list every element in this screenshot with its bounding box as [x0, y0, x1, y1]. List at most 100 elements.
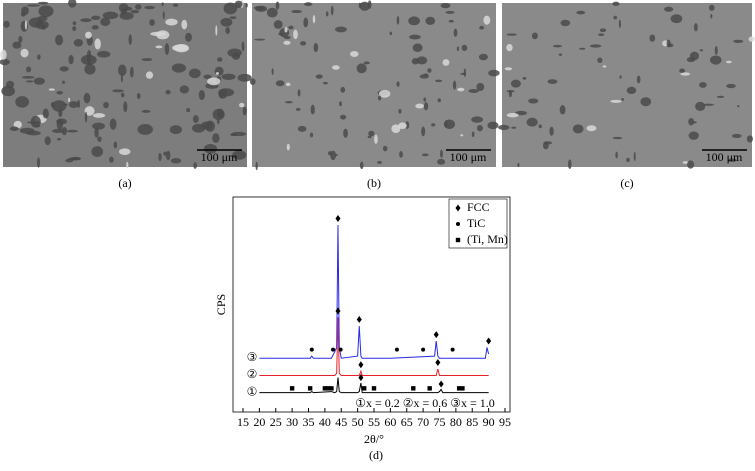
particle: [599, 28, 607, 33]
particle: [239, 102, 245, 108]
particle: [203, 143, 218, 154]
particle: [448, 19, 454, 23]
particle: [229, 16, 237, 20]
phase-marker: [455, 237, 461, 243]
particle: [633, 151, 636, 162]
particle: [478, 53, 488, 61]
particle: [158, 152, 162, 162]
phase-marker: [411, 386, 416, 391]
particle: [255, 161, 258, 171]
scale-label: 100 μm: [706, 150, 743, 164]
particle: [117, 64, 127, 76]
particle: [44, 136, 51, 146]
particle: [50, 102, 55, 108]
particle: [421, 126, 426, 137]
particle: [408, 16, 420, 26]
particle: [558, 53, 563, 56]
particle: [460, 72, 467, 75]
particle: [21, 76, 35, 79]
particle: [538, 124, 542, 129]
particle: [576, 10, 586, 15]
particle: [415, 103, 424, 109]
particle: [214, 66, 224, 76]
particle: [398, 108, 402, 114]
xrd-trace: [259, 377, 489, 394]
particle: [300, 41, 307, 46]
x-tick-label: 35: [303, 415, 315, 429]
particle: [636, 75, 641, 84]
particle: [453, 28, 458, 37]
particle: [227, 48, 242, 58]
phase-marker: [450, 347, 455, 352]
panel-label: (a): [118, 176, 131, 190]
particle: [626, 157, 630, 163]
particle: [716, 95, 725, 98]
phase-marker: [371, 386, 377, 391]
particle: [461, 44, 468, 52]
particle: [358, 2, 362, 9]
particle: [549, 126, 554, 136]
particle: [254, 38, 266, 41]
particle: [113, 141, 118, 149]
particle: [702, 103, 715, 106]
particle: [471, 116, 484, 123]
particle: [340, 86, 346, 93]
particle: [463, 68, 466, 77]
particle: [203, 74, 212, 80]
particle: [468, 89, 479, 94]
particle: [102, 11, 119, 20]
particle: [65, 158, 74, 163]
particle: [37, 54, 41, 60]
particle: [84, 111, 88, 123]
particle: [284, 101, 293, 104]
particle: [118, 3, 129, 13]
particle: [315, 74, 323, 79]
particle: [710, 55, 722, 65]
phase-marker: [331, 347, 336, 352]
particle: [144, 5, 155, 10]
particle: [382, 145, 388, 152]
particle: [234, 0, 243, 8]
phase-marker: [309, 347, 314, 352]
particle: [55, 34, 64, 46]
phase-marker: [325, 386, 331, 391]
phase-marker: [338, 347, 343, 352]
particle: [445, 120, 448, 128]
x-tick-label: 45: [335, 415, 347, 429]
particle: [528, 98, 539, 104]
particle: [83, 92, 91, 104]
particle: [688, 118, 695, 126]
particle: [511, 126, 517, 129]
particle: [13, 120, 22, 129]
particle: [109, 118, 117, 130]
particle: [693, 23, 698, 32]
particle: [640, 97, 652, 107]
particle: [217, 57, 223, 62]
particle: [221, 73, 236, 80]
particle: [36, 157, 41, 168]
particle: [255, 5, 268, 12]
particle: [192, 123, 206, 133]
particle: [391, 124, 401, 134]
particle: [218, 89, 228, 99]
x-tick-label: 25: [270, 415, 282, 429]
particle: [626, 86, 637, 95]
particle: [423, 102, 429, 111]
plot-frame: [232, 196, 511, 413]
phase-marker: [456, 222, 460, 226]
particle: [123, 101, 128, 113]
particle: [30, 115, 41, 128]
y-axis-label: CPS: [214, 294, 228, 315]
panel-label: (c): [620, 176, 633, 190]
particle: [510, 79, 521, 88]
particle: [73, 38, 84, 47]
particle: [579, 47, 586, 50]
particle: [42, 108, 49, 119]
particle: [409, 34, 421, 40]
particle: [506, 43, 513, 52]
particle: [367, 135, 372, 139]
xrd-trace: [259, 224, 490, 359]
particle: [487, 121, 499, 130]
particle: [442, 59, 450, 66]
particle: [128, 34, 132, 46]
